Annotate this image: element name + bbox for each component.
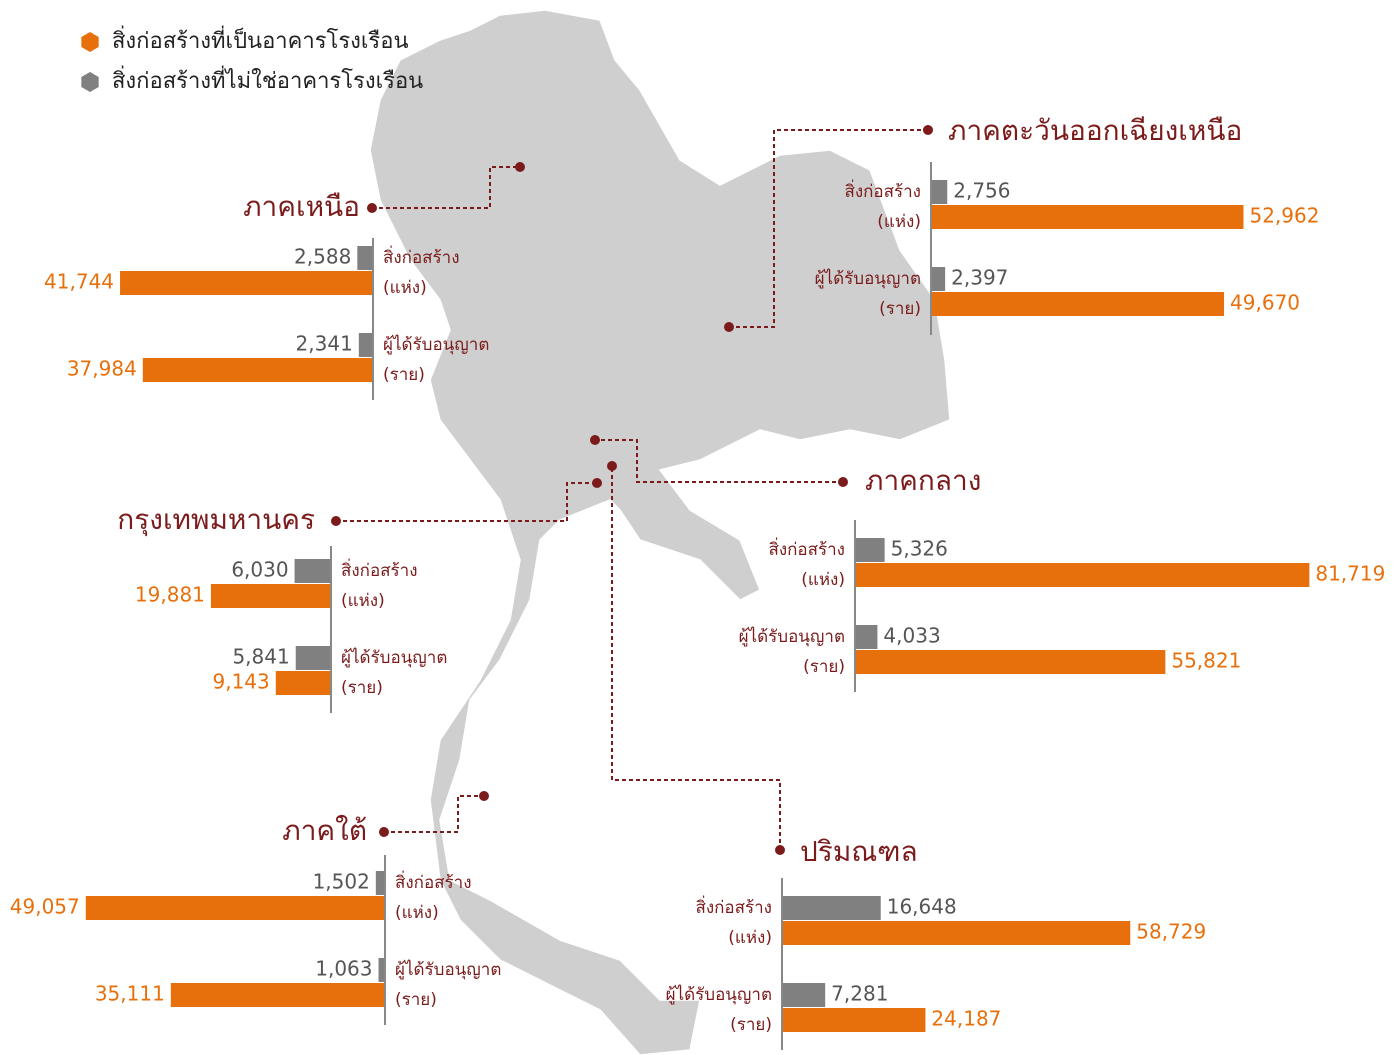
bar xyxy=(210,584,331,608)
group-label: ผู้ได้รับอนุญาต xyxy=(815,268,921,289)
group-label: ผู้ได้รับอนุญาต xyxy=(395,959,501,980)
value-label: 7,281 xyxy=(831,982,888,1006)
group-label: ผู้ได้รับอนุญาต xyxy=(666,984,772,1005)
bar xyxy=(782,983,826,1007)
group-label: สิ่งก่อสร้าง xyxy=(844,179,921,202)
bar xyxy=(782,921,1131,945)
value-label: 41,744 xyxy=(44,270,114,294)
bar xyxy=(782,896,881,920)
bar xyxy=(358,333,373,357)
leader-lines xyxy=(331,125,933,855)
legend-label: สิ่งก่อสร้างที่เป็นอาคารโรงเรือน xyxy=(112,25,408,54)
value-label: 81,719 xyxy=(1315,562,1385,586)
value-label: 37,984 xyxy=(67,357,137,381)
bar xyxy=(378,958,385,982)
value-label: 4,033 xyxy=(883,624,940,648)
bar xyxy=(120,271,373,295)
bar xyxy=(931,205,1244,229)
group-unit: (แห่ง) xyxy=(395,903,439,923)
region-name: ภาคตะวันออกเฉียงเหนือ xyxy=(948,114,1242,147)
group-label: ผู้ได้รับอนุญาต xyxy=(383,334,489,355)
group-label: สิ่งก่อสร้าง xyxy=(383,245,460,268)
value-label: 52,962 xyxy=(1249,204,1319,228)
value-label: 5,841 xyxy=(232,645,289,669)
group-unit: (แห่ง) xyxy=(877,212,921,232)
bar xyxy=(142,358,373,382)
bar xyxy=(782,1008,926,1032)
legend-icon xyxy=(81,32,99,52)
value-label: 5,326 xyxy=(891,537,948,561)
bar xyxy=(275,671,331,695)
group-label: ผู้ได้รับอนุญาต xyxy=(739,626,845,647)
region-name: ภาคใต้ xyxy=(282,814,367,847)
value-label: 49,670 xyxy=(1230,291,1300,315)
group-unit: (ราย) xyxy=(383,365,425,385)
group-unit: (ราย) xyxy=(341,678,383,698)
bar xyxy=(931,267,946,291)
region-name: กรุงเทพมหานคร xyxy=(117,503,315,537)
bar xyxy=(294,559,331,583)
map xyxy=(369,9,951,1055)
value-label: 9,143 xyxy=(213,670,270,694)
bar xyxy=(170,983,385,1007)
group-unit: (ราย) xyxy=(730,1015,772,1035)
value-label: 1,502 xyxy=(313,870,370,894)
bar xyxy=(931,180,948,204)
value-label: 16,648 xyxy=(887,895,957,919)
bar xyxy=(375,871,385,895)
value-label: 19,881 xyxy=(135,583,205,607)
value-label: 24,187 xyxy=(931,1007,1001,1031)
legend-icon xyxy=(81,72,99,92)
value-label: 2,397 xyxy=(951,266,1008,290)
group-unit: (ราย) xyxy=(395,990,437,1010)
value-label: 1,063 xyxy=(315,957,372,981)
group-unit: (แห่ง) xyxy=(383,278,427,298)
group-label: สิ่งก่อสร้าง xyxy=(395,870,472,893)
group-unit: (ราย) xyxy=(879,299,921,319)
group-label: สิ่งก่อสร้าง xyxy=(341,558,418,581)
bar xyxy=(855,625,878,649)
value-label: 2,756 xyxy=(953,179,1010,203)
bar xyxy=(855,650,1166,674)
bar xyxy=(855,538,885,562)
group-unit: (ราย) xyxy=(803,657,845,677)
bar xyxy=(357,246,373,270)
bar xyxy=(295,646,331,670)
group-unit: (แห่ง) xyxy=(341,591,385,611)
value-label: 6,030 xyxy=(231,558,288,582)
value-label: 49,057 xyxy=(10,895,80,919)
group-label: ผู้ได้รับอนุญาต xyxy=(341,647,447,668)
region-name: ภาคเหนือ xyxy=(243,190,360,223)
value-label: 55,821 xyxy=(1171,649,1241,673)
group-label: สิ่งก่อสร้าง xyxy=(695,895,772,918)
bar xyxy=(85,896,386,920)
group-label: สิ่งก่อสร้าง xyxy=(768,537,845,560)
group-unit: (แห่ง) xyxy=(801,570,845,590)
value-label: 58,729 xyxy=(1136,920,1206,944)
value-label: 35,111 xyxy=(95,982,165,1006)
region-name: ปริมณฑล xyxy=(800,835,918,868)
legend-label: สิ่งก่อสร้างที่ไม่ใช่อาคารโรงเรือน xyxy=(112,65,423,94)
region-name: ภาคกลาง xyxy=(865,464,981,497)
value-label: 2,588 xyxy=(294,245,351,269)
bar xyxy=(855,563,1310,587)
bar xyxy=(931,292,1225,316)
group-unit: (แห่ง) xyxy=(728,928,772,948)
value-label: 2,341 xyxy=(296,332,353,356)
